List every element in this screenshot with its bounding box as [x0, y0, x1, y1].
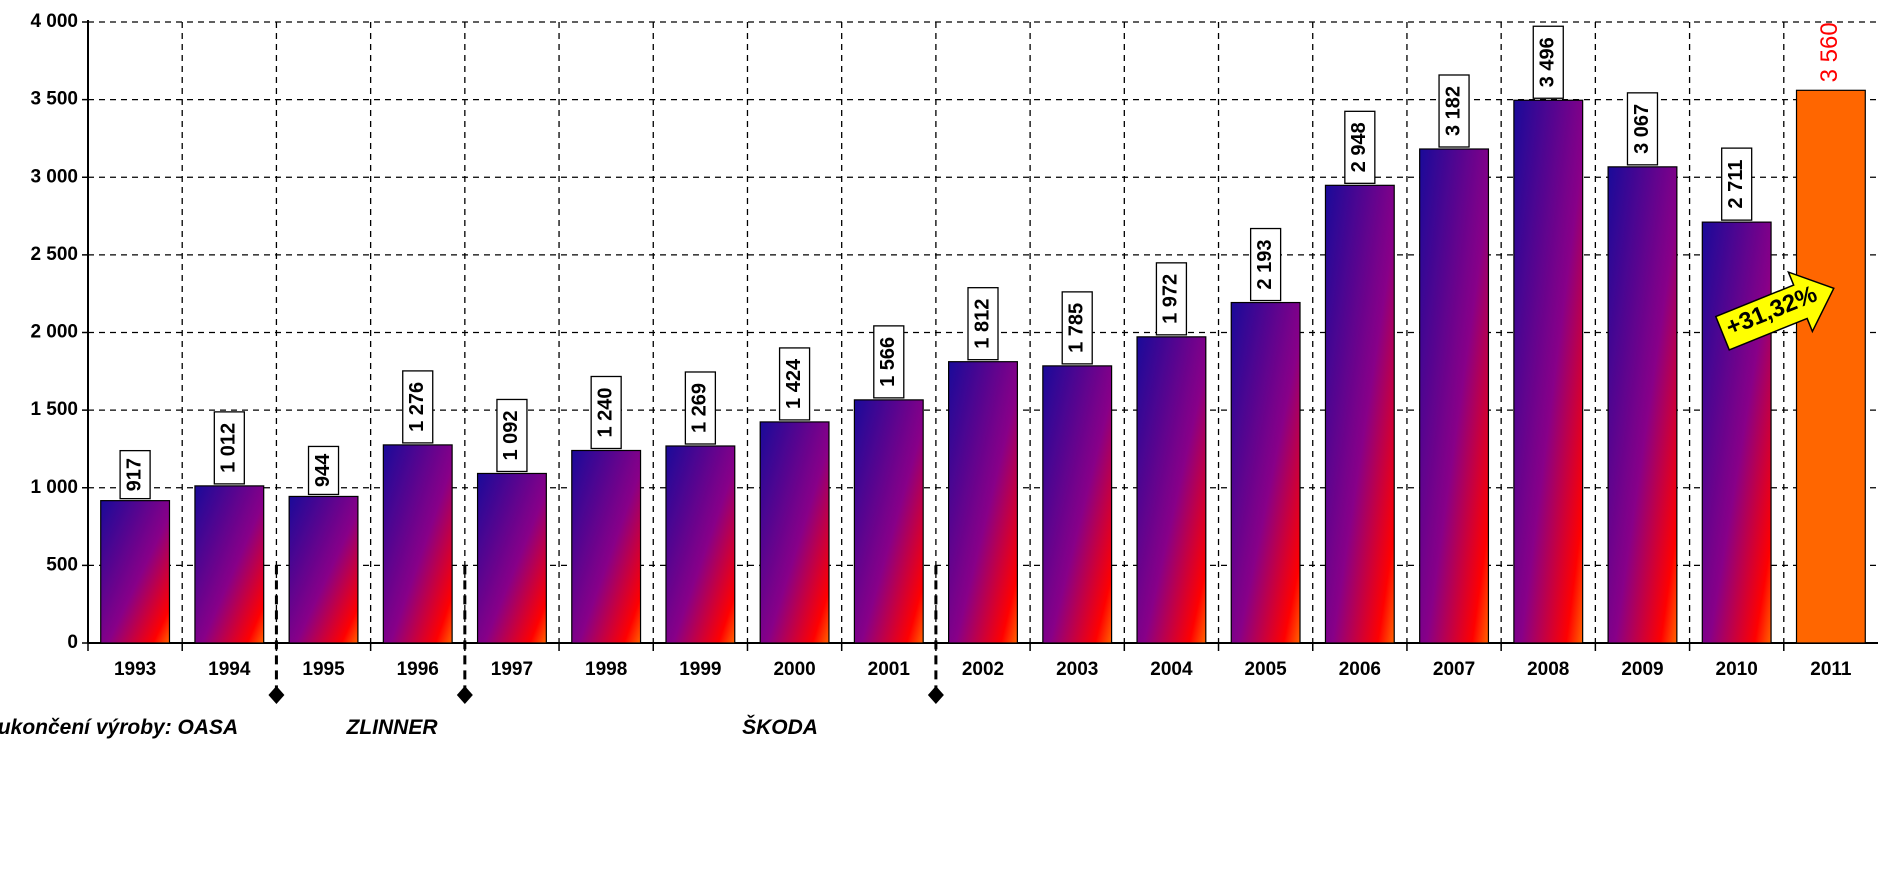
- value-label-2008: 3 496: [1537, 37, 1559, 87]
- x-tick-label: 1994: [208, 659, 251, 680]
- y-tick-label: 0: [67, 632, 78, 653]
- bar-1996: [382, 444, 453, 644]
- value-labels: 917 1 012 944 1 276 1 092 1 240 1 269 1 424 1 56…: [119, 22, 1843, 500]
- production-end-label: ŠKODA: [742, 715, 818, 739]
- production-end-marker-diamond: [268, 686, 285, 704]
- value-label-2005: 2 193: [1254, 240, 1276, 290]
- bar-2007: [1419, 148, 1490, 644]
- x-tick-label: 2006: [1339, 659, 1381, 680]
- value-label-2009: 3 067: [1631, 104, 1653, 154]
- value-label-box: [496, 398, 528, 473]
- value-label-1994: 1 012: [218, 423, 240, 473]
- bar-1993: [100, 500, 171, 644]
- y-tick-label: 1 500: [30, 399, 78, 420]
- value-label-1993: 917: [123, 458, 145, 491]
- value-label-2002: 1 812: [971, 299, 993, 349]
- production-end-label: ZLINNER: [346, 716, 439, 739]
- x-tick-label: 2005: [1244, 659, 1287, 680]
- value-label-box: [1061, 291, 1093, 365]
- x-tick-label: 1996: [397, 659, 439, 680]
- bar-2005: [1230, 301, 1301, 644]
- y-tick-label: 3 000: [30, 166, 78, 187]
- y-tick-label: 1 000: [30, 477, 78, 498]
- x-tick-label: 2008: [1527, 659, 1569, 680]
- bar-1997: [476, 472, 547, 644]
- bar-2003: [1042, 365, 1113, 644]
- x-tick-label: 1995: [302, 659, 345, 680]
- value-label-box: [1438, 74, 1470, 148]
- x-tick-label: 2011: [1810, 659, 1852, 680]
- bar-2011: [1795, 89, 1866, 644]
- value-label-2011: 3 560: [1816, 22, 1843, 82]
- bar-2008: [1513, 99, 1584, 644]
- production-end-marker-diamond: [927, 686, 944, 704]
- value-label-1999: 1 269: [689, 383, 711, 433]
- bar-1998: [571, 449, 642, 644]
- x-tick-label: 1993: [114, 659, 156, 680]
- production-end-markers: ukončení výroby: OASA ZLINNER ŠKODA: [0, 565, 944, 739]
- value-label-box: [590, 375, 622, 450]
- bar-2006: [1324, 184, 1395, 644]
- value-label-1995: 944: [312, 453, 334, 487]
- bars: [100, 89, 1866, 644]
- bar-2001: [853, 399, 924, 644]
- x-tick-label: 2009: [1621, 659, 1663, 680]
- value-label-1998: 1 240: [594, 387, 616, 437]
- x-tick-label: 1999: [679, 659, 721, 680]
- x-tick-label: 2000: [773, 659, 815, 680]
- bar-2009: [1607, 166, 1678, 644]
- value-label-box: [307, 445, 340, 496]
- value-label-box: [1344, 110, 1376, 184]
- y-tick-label: 4 000: [30, 11, 78, 32]
- value-label-box: [1155, 262, 1188, 336]
- value-label-2004: 1 972: [1160, 274, 1182, 324]
- value-label-box: [1721, 147, 1753, 221]
- bar-2000: [759, 421, 830, 644]
- value-label-box: [213, 411, 245, 485]
- value-label-1997: 1 092: [500, 410, 522, 460]
- value-label-box: [778, 347, 811, 421]
- production-end-label: ukončení výroby: OASA: [0, 716, 238, 739]
- growth-arrow-shape: [1714, 270, 1835, 351]
- value-label-2007: 3 182: [1442, 86, 1464, 136]
- value-label-box: [1249, 227, 1282, 302]
- x-tick-label: 2002: [962, 659, 1004, 680]
- value-label-2000: 1 424: [783, 358, 805, 409]
- bar-1995: [288, 495, 359, 644]
- y-tick-label: 3 500: [30, 89, 78, 110]
- value-label-box: [119, 449, 151, 500]
- value-label-1996: 1 276: [406, 382, 428, 432]
- bar-2010: [1701, 221, 1772, 644]
- value-label-box: [967, 287, 999, 361]
- x-tick-label: 2007: [1433, 659, 1475, 680]
- value-label-box: [873, 325, 905, 399]
- production-end-marker-diamond: [456, 686, 473, 704]
- bar-2002: [948, 361, 1018, 644]
- value-label-2006: 2 948: [1348, 122, 1370, 172]
- value-label-box: [1532, 25, 1564, 99]
- value-label-2010: 2 711: [1725, 160, 1747, 209]
- gridlines: [88, 21, 1878, 643]
- x-tick-label: 1998: [585, 659, 627, 680]
- value-label-box: [1626, 92, 1659, 166]
- value-label-box: [684, 371, 717, 445]
- y-tick-label: 500: [46, 554, 78, 575]
- y-tick-label: 2 500: [30, 244, 78, 265]
- value-label-box: [402, 370, 434, 444]
- value-label-2001: 1 566: [877, 337, 899, 387]
- x-tick-label: 2003: [1056, 659, 1098, 680]
- bar-2004: [1136, 336, 1207, 644]
- x-tick-label: 2001: [868, 659, 911, 680]
- bar-1999: [665, 445, 736, 644]
- x-tick-label: 1997: [491, 659, 533, 680]
- x-tick-label: 2010: [1716, 659, 1758, 680]
- value-label-2003: 1 785: [1065, 303, 1087, 353]
- y-tick-label: 2 000: [30, 322, 78, 343]
- bar-1994: [194, 485, 265, 644]
- x-tick-label: 2004: [1150, 659, 1193, 680]
